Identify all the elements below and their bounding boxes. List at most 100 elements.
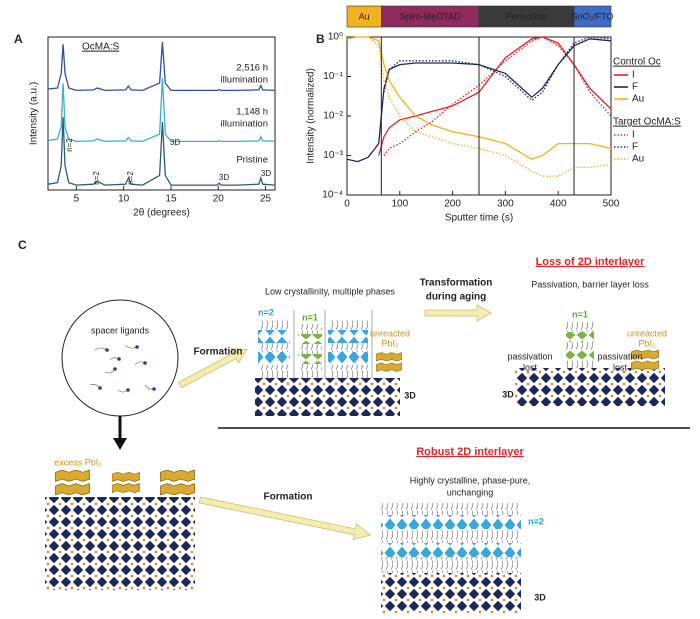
layers-2d: [381, 503, 521, 573]
down-arrow-head: [113, 438, 127, 450]
y-axis-label: Intensity (normalized): [306, 68, 317, 164]
x-tick-label: 5: [74, 194, 80, 205]
panel-label: C: [18, 238, 27, 252]
layers-2d: [258, 310, 373, 378]
perovskite-3d: [515, 368, 665, 406]
y-axis-label: Intensity (a.u.): [29, 82, 40, 145]
diagram-label: Low crystallinity, multiple phases: [265, 286, 395, 296]
diagram-label: Formation: [264, 492, 313, 503]
x-axis-label: Sputter time (s): [445, 213, 513, 224]
peak-label: n=2: [126, 171, 135, 185]
diagram-label: unchanging: [447, 487, 494, 497]
arrow: [178, 348, 248, 389]
perovskite-3d: [45, 497, 195, 590]
legend-label: Au: [632, 94, 644, 105]
legend-title: Control Oc: [613, 57, 661, 68]
y-tick-label: 10⁻²: [323, 111, 343, 122]
perovskite-3d: [381, 573, 521, 613]
peak-label: n=2: [92, 171, 101, 185]
legend-label: F: [632, 82, 638, 93]
ligand-heads: [98, 345, 156, 392]
panel-label: A: [14, 32, 23, 46]
diagram-label: n=1: [572, 309, 588, 319]
layer-label: Au: [359, 11, 370, 21]
perovskite-3d: [255, 378, 400, 416]
plot-frame: [47, 36, 276, 191]
diagram-label: n=2: [528, 516, 544, 526]
x-axis-label: 2θ (degrees): [133, 208, 190, 219]
legend-label: Au: [632, 154, 644, 165]
x-tick-label: 300: [497, 199, 514, 210]
diagram-label: n=2: [258, 307, 274, 317]
diagram-label: n=1: [302, 312, 318, 322]
x-tick-label: 400: [550, 199, 567, 210]
x-tick-label: 200: [444, 199, 461, 210]
diagram-label: Robust 2D interlayer: [416, 446, 524, 458]
arrow: [424, 304, 492, 322]
x-tick-label: 20: [213, 194, 225, 205]
series-line: [346, 38, 612, 163]
legend-label: I: [632, 70, 635, 81]
x-tick-label: 25: [260, 194, 272, 205]
diagram-label: Loss of 2D interlayer: [536, 256, 646, 268]
pbi2: [376, 352, 402, 372]
pbi2: [55, 470, 90, 495]
layer-label: Spiro-MeOTAD: [400, 11, 461, 21]
series-line: [383, 36, 612, 156]
layer-band: [573, 5, 612, 28]
diagram-label: unreacted: [370, 328, 410, 338]
y-tick-label: 10⁻¹: [323, 71, 343, 82]
x-tick-label: 500: [603, 199, 620, 210]
diagram-label: during aging: [426, 292, 487, 303]
diagram-label: passivation: [597, 351, 642, 361]
y-tick-label: 10⁻⁴: [322, 190, 343, 201]
series-line: [47, 117, 276, 186]
arrow: [198, 496, 372, 541]
layer-label: SnO₂/FTO: [572, 11, 614, 21]
x-tick-label: 0: [344, 199, 350, 210]
y-tick-label: 10⁰: [328, 32, 343, 43]
pbi2: [160, 470, 195, 495]
diagram-label: Formation: [194, 347, 243, 358]
series-line: [47, 41, 276, 92]
curve-label: Pristine: [236, 155, 268, 166]
series-line: [47, 78, 276, 143]
legend-title: Target OcMA:S: [613, 117, 681, 128]
chart-title: OcMA:S: [82, 42, 120, 53]
layers-2d: [566, 322, 594, 368]
diagram-label: 3D: [404, 390, 416, 400]
series-line: [378, 36, 612, 156]
diagram-label: 3D: [534, 592, 546, 602]
y-tick-label: 10⁻³: [323, 150, 343, 161]
diagram: spacer ligands Formation Low crystallinity…: [45, 256, 690, 613]
diagram-label: excess PbI₂: [54, 457, 102, 467]
layer-label: Perovskite: [506, 11, 548, 21]
curve-label: 2,516 h: [236, 63, 268, 74]
x-tick-label: 10: [118, 194, 130, 205]
series-line: [346, 36, 612, 161]
panel-label: B: [316, 32, 325, 46]
diagram-label: lost: [523, 362, 538, 372]
pbi2: [112, 471, 140, 494]
charts: A B C 5 10 15 20 25 2θ (degrees) Intensity (a.u.)…: [14, 5, 681, 252]
diagram-label: unreacted: [627, 328, 667, 338]
legend-label: F: [632, 142, 638, 153]
peak-label: n=2: [65, 138, 74, 152]
curve-label: illumination: [220, 75, 268, 86]
diagram-label: PbI₂: [381, 338, 399, 348]
peak-label: 3D: [170, 138, 180, 147]
diagram-label: PbI₂: [638, 338, 656, 348]
diagram-label: Transformation: [420, 278, 493, 289]
curve-label: 1,148 h: [236, 107, 268, 118]
series-line: [383, 36, 612, 102]
x-tick-label: 100: [391, 199, 408, 210]
diagram-label: 3D: [502, 389, 514, 399]
diagram-label: spacer ligands: [91, 325, 150, 335]
legend-label: I: [632, 130, 635, 141]
diagram-label: Passivation, barrier layer loss: [531, 279, 649, 289]
diagram-label: passivation: [507, 351, 552, 361]
x-tick-label: 15: [165, 194, 177, 205]
curve-label: illumination: [220, 119, 268, 130]
diagram-label: lost: [613, 362, 628, 372]
